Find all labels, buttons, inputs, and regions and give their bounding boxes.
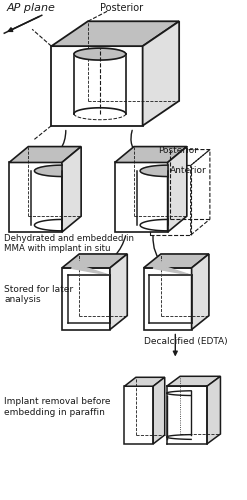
Polygon shape <box>62 146 81 232</box>
Polygon shape <box>51 22 179 46</box>
Polygon shape <box>167 376 221 386</box>
Text: Posterior: Posterior <box>100 4 143 14</box>
Polygon shape <box>144 268 192 330</box>
Polygon shape <box>34 165 62 176</box>
Polygon shape <box>192 254 209 330</box>
Polygon shape <box>9 146 81 162</box>
Polygon shape <box>68 262 110 276</box>
Polygon shape <box>140 165 168 176</box>
Polygon shape <box>9 162 62 232</box>
Polygon shape <box>51 46 143 126</box>
Polygon shape <box>115 146 187 162</box>
Text: Decalcified (EDTA): Decalcified (EDTA) <box>144 337 227 346</box>
Polygon shape <box>74 48 126 60</box>
Polygon shape <box>168 146 187 232</box>
Polygon shape <box>153 378 165 444</box>
Text: Anterior: Anterior <box>169 166 206 175</box>
Text: Implant removal before
embedding in paraffin: Implant removal before embedding in para… <box>4 398 111 417</box>
Polygon shape <box>110 254 127 330</box>
Polygon shape <box>207 376 221 444</box>
Polygon shape <box>149 262 192 276</box>
Polygon shape <box>115 162 168 232</box>
Text: Posterior: Posterior <box>158 146 198 154</box>
Text: Stored for later
analysis: Stored for later analysis <box>4 285 73 304</box>
Polygon shape <box>144 254 209 268</box>
Polygon shape <box>124 378 165 386</box>
Polygon shape <box>62 268 110 330</box>
Polygon shape <box>124 386 153 444</box>
Polygon shape <box>62 254 127 268</box>
Text: AP plane: AP plane <box>6 4 55 14</box>
Text: Dehydrated and embedded in
MMA with implant in situ: Dehydrated and embedded in MMA with impl… <box>4 234 134 254</box>
Polygon shape <box>143 22 179 126</box>
